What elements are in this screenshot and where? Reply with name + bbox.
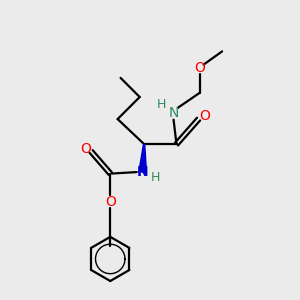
Text: O: O [105,194,116,208]
Text: H: H [150,172,160,184]
Text: H: H [157,98,166,111]
Text: O: O [195,61,206,75]
Polygon shape [139,144,146,172]
Text: O: O [200,109,211,123]
Text: N: N [137,165,148,179]
Text: N: N [168,106,179,120]
Text: O: O [80,142,91,155]
